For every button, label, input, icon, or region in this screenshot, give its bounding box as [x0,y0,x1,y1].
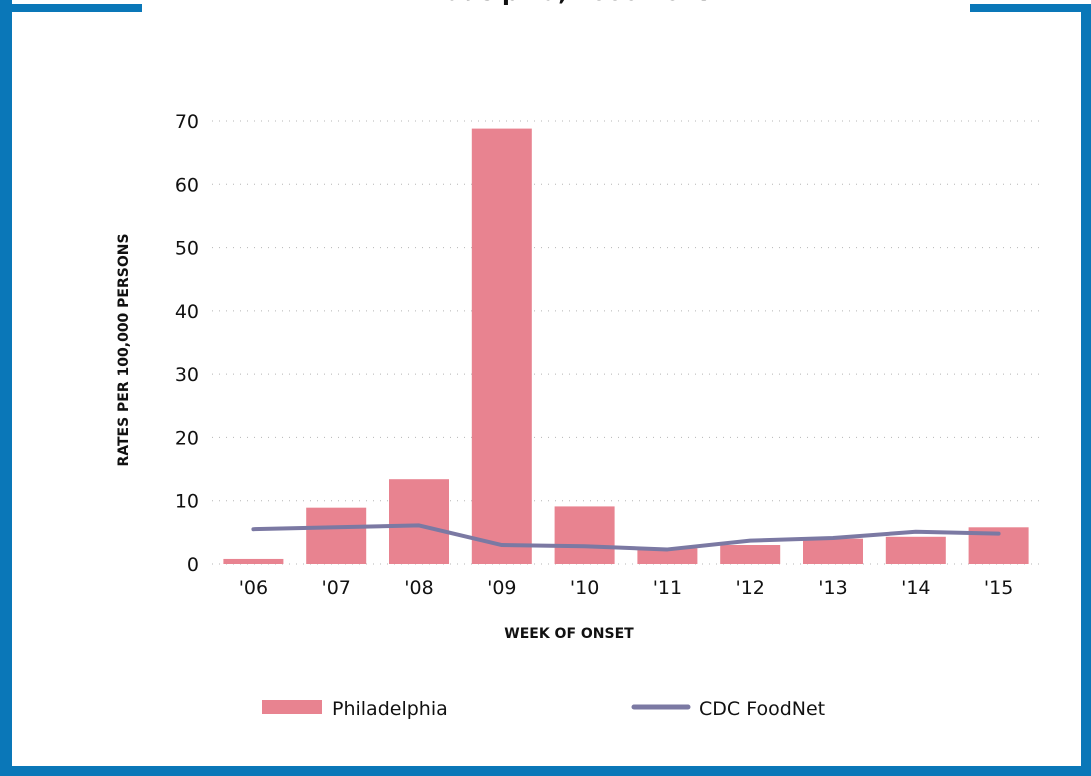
x-tick-label: '14 [901,577,930,599]
frame-left-border [0,0,12,776]
y-tick-label: 60 [175,174,199,196]
y-tick-label: 50 [175,238,199,260]
bar-philadelphia [306,507,367,564]
bar-philadelphia [803,538,863,564]
chart-title: Philadelphia, 2006-2015 [150,0,960,8]
y-axis-title: RATES PER 100,000 PERSONS [116,233,132,466]
frame-bottom-border [0,766,1091,776]
y-tick-label: 0 [187,554,199,576]
x-axis-ticks: '06 '07 '08 '09 '10 '11 '12 '13 '14 '15 [239,577,1014,599]
line-cdc-foodnet [251,523,1001,552]
x-tick-label: '08 [404,577,433,599]
frame-top-left-border [0,4,142,12]
x-tick-label: '15 [984,577,1013,599]
x-tick-label: '10 [570,577,599,599]
y-tick-label: 70 [175,111,199,133]
frame-right-border [1081,10,1091,776]
y-tick-label: 30 [175,364,199,386]
y-tick-label: 20 [175,427,199,449]
bar-philadelphia [389,479,449,564]
line-series [251,523,1001,552]
bar-philadelphia [223,558,284,564]
bar-philadelphia [637,548,698,564]
x-tick-label: '06 [239,577,268,599]
legend-label-cdc-foodnet: CDC FoodNet [699,698,825,720]
bar-philadelphia [554,506,615,564]
x-tick-label: '11 [653,577,682,599]
x-tick-label: '07 [321,577,350,599]
x-tick-label: '12 [735,577,764,599]
x-axis-title: WEEK OF ONSET [504,626,634,642]
gridlines [212,120,1040,565]
legend-swatch-philadelphia [262,700,322,714]
bar-philadelphia [471,128,532,564]
legend-label-philadelphia: Philadelphia [332,698,448,720]
bar-series [223,128,1029,564]
x-tick-label: '13 [818,577,847,599]
x-tick-label: '09 [487,577,516,599]
y-tick-label: 10 [175,491,199,513]
bar-philadelphia [885,536,946,564]
y-axis-ticks: 0 10 20 30 40 50 60 70 [175,111,199,576]
frame-top-right-border [970,4,1091,12]
legend: Philadelphia CDC FoodNet [262,698,825,720]
bar-philadelphia [720,545,781,564]
y-tick-label: 40 [175,301,199,323]
